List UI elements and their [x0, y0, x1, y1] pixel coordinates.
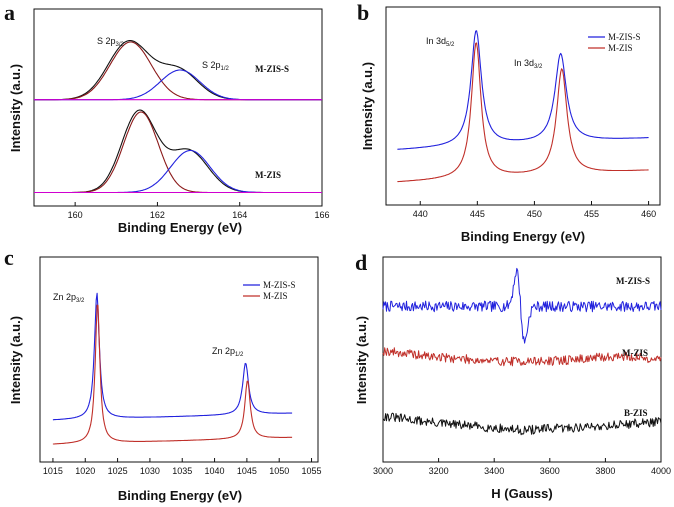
peak-label-in3d52: In 3d5/2 — [426, 36, 455, 48]
panel-c-plot-frame — [39, 256, 319, 463]
panel-a-letter: a — [4, 0, 15, 25]
curve-label-m-zis: M-ZIS — [255, 170, 281, 180]
x-tick-label: 166 — [314, 210, 329, 220]
panel-b-x-axis-title: Binding Energy (eV) — [461, 229, 585, 244]
x-tick-label: 3400 — [484, 466, 504, 476]
panel-a-y-axis-title: Intensity (a.u.) — [8, 64, 23, 152]
x-tick-label: 1040 — [205, 466, 225, 476]
panel-b-letter: b — [357, 0, 369, 25]
curve-label-m-zis-s: M-ZIS-S — [255, 64, 289, 74]
panel-a-peak-labels: S 2p3/2 S 2p1/2 — [97, 36, 230, 72]
panel-d-plot-frame — [382, 256, 662, 463]
series-line-m-zis — [382, 347, 662, 367]
peak-label-in3d32: In 3d3/2 — [514, 58, 543, 70]
x-tick-label: 162 — [150, 210, 165, 220]
x-tick-label: 1045 — [237, 466, 257, 476]
x-tick-label: 1015 — [43, 466, 63, 476]
legend-label-m-zis: M-ZIS — [608, 43, 633, 53]
x-tick-label: 1050 — [269, 466, 289, 476]
panel-c-x-axis-title: Binding Energy (eV) — [118, 488, 242, 503]
panel-d: d 3000 3200 3400 3600 3800 4000 M-ZIS-S M-ZIS… — [354, 250, 671, 501]
x-tick-label: 3200 — [429, 466, 449, 476]
panel-b-legend: M-ZIS-S M-ZIS — [588, 32, 641, 53]
panel-b-series — [397, 30, 649, 183]
panel-d-x-ticks: 3000 3200 3400 3600 3800 4000 — [373, 458, 671, 476]
panel-a-series — [34, 40, 322, 194]
x-tick-label: 440 — [413, 209, 428, 219]
panel-b-plot-frame — [385, 6, 661, 206]
x-tick-label: 1035 — [172, 466, 192, 476]
curve-label-b-zis: B-ZIS — [624, 408, 648, 418]
x-tick-label: 3600 — [540, 466, 560, 476]
panel-d-x-axis-title: H (Gauss) — [491, 486, 552, 501]
panel-c-x-ticks: 1015 1020 1025 1030 1035 1040 1045 1050 1055 — [43, 458, 322, 476]
panel-d-series — [382, 267, 662, 436]
x-tick-label: 1030 — [140, 466, 160, 476]
panel-c-peak-labels: Zn 2p3/2 Zn 2p1/2 — [53, 292, 244, 358]
x-tick-label: 1020 — [75, 466, 95, 476]
series-line-m-zis — [52, 304, 293, 445]
x-tick-label: 455 — [584, 209, 599, 219]
panel-a-x-axis-title: Binding Energy (eV) — [118, 220, 242, 235]
x-tick-label: 3800 — [595, 466, 615, 476]
panel-d-letter: d — [355, 250, 367, 275]
curve-label-m-zis-s: M-ZIS-S — [616, 276, 650, 286]
series-line-m-zis-s — [397, 30, 649, 150]
panel-b-x-ticks: 440 445 450 455 460 — [413, 201, 656, 219]
curve-label-m-zis: M-ZIS — [622, 348, 648, 358]
panel-c-letter: c — [4, 245, 14, 270]
panel-a: a 160 162 164 166 S 2p3/2 S 2p1/2 M-ZIS-S M… — [4, 0, 330, 235]
x-tick-label: 160 — [68, 210, 83, 220]
panel-c-legend: M-ZIS-S M-ZIS — [243, 280, 296, 301]
panel-b: b 440 445 450 455 460 M-ZIS-S M-ZIS In 3d5/2… — [357, 0, 661, 244]
panel-c: c 1015 1020 1025 1030 1035 1040 1045 1050 1055 M… — [4, 245, 322, 503]
panel-c-y-axis-title: Intensity (a.u.) — [8, 316, 23, 404]
x-tick-label: 460 — [641, 209, 656, 219]
series-line-m-zis-s2p3-2-fit — [34, 111, 322, 194]
peak-label-zn2p32: Zn 2p3/2 — [53, 292, 85, 304]
series-line-m-zis-envelope — [34, 109, 322, 194]
x-tick-label: 450 — [527, 209, 542, 219]
series-line-m-zis-s — [52, 292, 293, 421]
x-tick-label: 1055 — [302, 466, 322, 476]
x-tick-label: 1025 — [108, 466, 128, 476]
series-line-b-zis — [382, 412, 662, 436]
x-tick-label: 3000 — [373, 466, 393, 476]
panel-a-plot-frame — [33, 8, 323, 207]
x-tick-label: 164 — [232, 210, 247, 220]
peak-label-s2p32: S 2p3/2 — [97, 36, 125, 48]
peak-label-zn2p12: Zn 2p1/2 — [212, 346, 244, 358]
panel-a-x-ticks: 160 162 164 166 — [68, 202, 330, 220]
legend-label-m-zis-s: M-ZIS-S — [263, 280, 296, 290]
x-tick-label: 4000 — [651, 466, 671, 476]
x-tick-label: 445 — [470, 209, 485, 219]
panel-b-y-axis-title: Intensity (a.u.) — [360, 62, 375, 150]
series-line-m-zis-s — [382, 267, 662, 344]
peak-label-s2p12: S 2p1/2 — [202, 60, 230, 72]
panel-b-peak-labels: In 3d5/2 In 3d3/2 — [426, 36, 543, 70]
legend-label-m-zis-s: M-ZIS-S — [608, 32, 641, 42]
panel-c-series — [52, 292, 293, 445]
series-line-m-zis — [397, 42, 649, 183]
panel-d-y-axis-title: Intensity (a.u.) — [354, 316, 369, 404]
legend-label-m-zis: M-ZIS — [263, 291, 288, 301]
